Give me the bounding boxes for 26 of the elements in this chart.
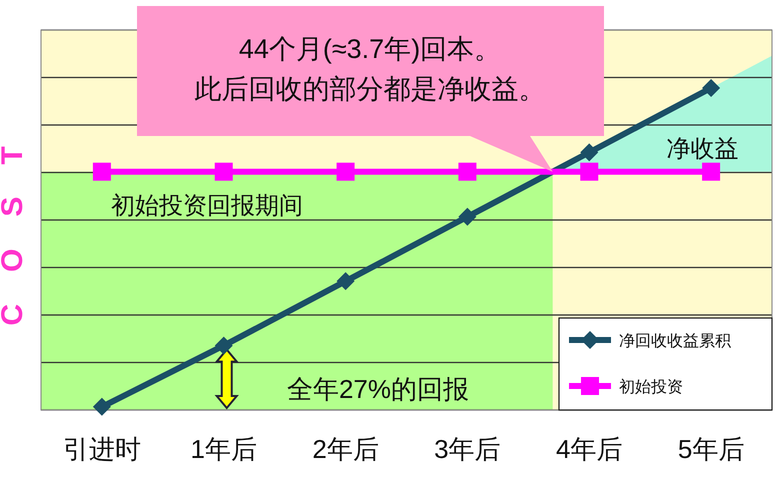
x-tick-label: 3年后 — [434, 434, 501, 464]
x-tick-label: 2年后 — [312, 434, 379, 464]
legend-label: 初始投资 — [619, 378, 683, 396]
point — [214, 162, 233, 181]
legend-label: 净回收收益累积 — [619, 332, 731, 350]
annotation: 此后回收的部分都是净收益。 — [194, 74, 546, 104]
annotation: 净收益 — [666, 136, 738, 163]
annotation: 全年27%的回报 — [286, 374, 470, 404]
point — [214, 336, 233, 355]
point — [336, 272, 355, 290]
point — [580, 143, 598, 162]
point — [458, 162, 476, 181]
point — [336, 162, 355, 181]
point — [702, 78, 720, 97]
point — [458, 208, 476, 226]
x-tick-label: 5年后 — [678, 434, 744, 464]
x-tick-label: 1年后 — [190, 434, 257, 464]
point — [580, 162, 598, 181]
band-label: 初始投资回报期间 — [110, 192, 303, 220]
point — [92, 162, 111, 181]
callout: 44个月(≈3.7年)回本。 此后回收的部分都是净收益。 — [137, 6, 604, 172]
y-axis-title: COST — [0, 114, 29, 326]
point — [92, 398, 111, 416]
x-tick-label: 引进时 — [62, 434, 141, 464]
point — [702, 162, 720, 181]
x-tick-label: 4年后 — [556, 434, 622, 464]
